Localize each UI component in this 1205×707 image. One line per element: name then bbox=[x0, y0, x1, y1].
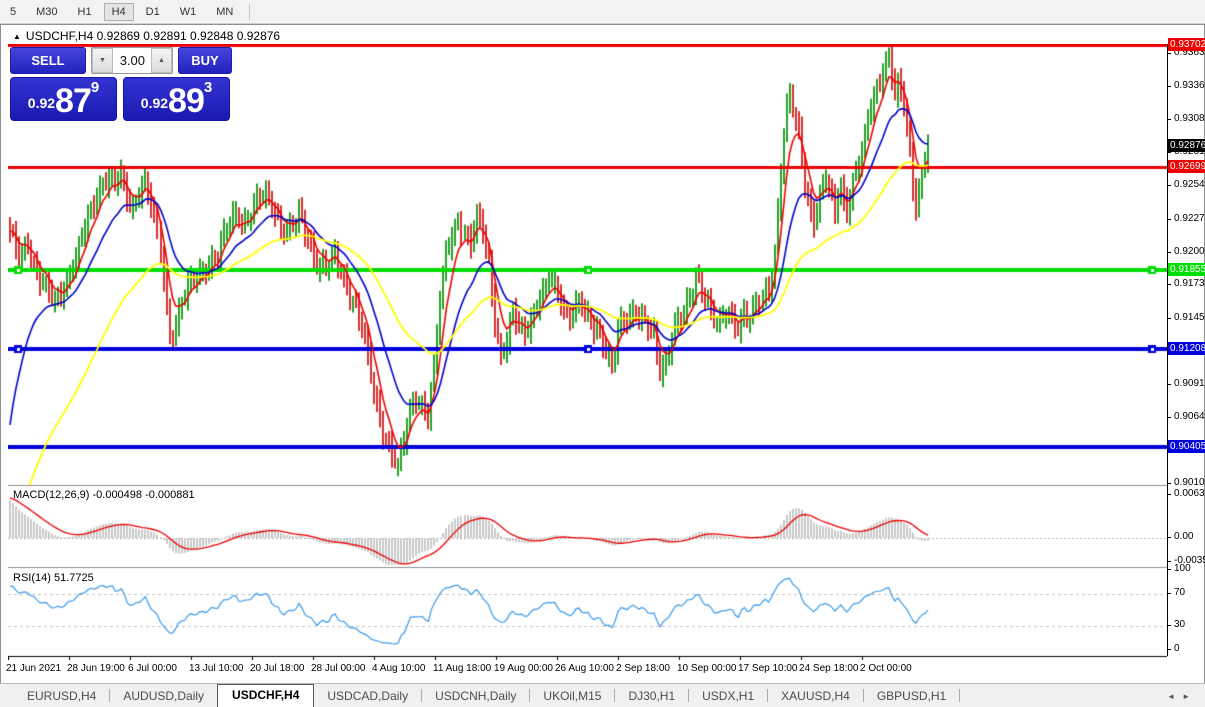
symbol-tab-audusd[interactable]: AUDUSD,Daily bbox=[123, 689, 205, 703]
decrease-lot-button[interactable]: ▼ bbox=[92, 48, 113, 73]
tab-separator bbox=[529, 689, 531, 702]
rsi-value: 51.7725 bbox=[53, 572, 94, 584]
tab-scroll-arrows: ◄► bbox=[1167, 692, 1197, 701]
symbol-tab-bar: EURUSD,H4 AUDUSD,Daily USDCHF,H4 USDCAD,Dai… bbox=[0, 683, 1205, 707]
timeframe-button-h1[interactable]: H1 bbox=[77, 5, 92, 18]
symbol-tab-eurusd[interactable]: EURUSD,H4 bbox=[27, 689, 97, 703]
timeframe-button-mn[interactable]: MN bbox=[216, 5, 234, 18]
lot-size-input[interactable]: 3.00 bbox=[113, 48, 151, 73]
lot-size-stepper: ▼ 3.00 ▲ bbox=[91, 47, 173, 74]
macd-values: -0.000498 -0.000881 bbox=[92, 489, 195, 501]
tab-separator bbox=[767, 689, 769, 702]
timeframe-toolbar: 5 M30 H1 H4 D1 W1 MN bbox=[0, 0, 1205, 24]
symbol-tab-usdcad[interactable]: USDCAD,Daily bbox=[327, 689, 409, 703]
tab-separator bbox=[688, 689, 690, 702]
timeframe-button-d1[interactable]: D1 bbox=[145, 5, 160, 18]
one-click-trading-panel: SELL ▼ 3.00 ▲ BUY 0.92 87 9 0.92 89 3 bbox=[10, 47, 232, 121]
symbol-tab-xauusd[interactable]: XAUUSD,H4 bbox=[781, 689, 850, 703]
timeframe-button-h4[interactable]: H4 bbox=[103, 2, 134, 21]
tab-separator bbox=[109, 689, 111, 702]
chart-title: USDCHF,H4 0.92869 0.92891 0.92848 0.9287… bbox=[25, 29, 281, 43]
collapse-panel-icon[interactable]: ▲ bbox=[13, 32, 21, 41]
buy-button[interactable]: BUY bbox=[178, 47, 232, 74]
tab-separator bbox=[614, 689, 616, 702]
sell-button[interactable]: SELL bbox=[10, 47, 86, 74]
sell-price-display[interactable]: 0.92 87 9 bbox=[10, 77, 117, 121]
symbol-tab-usdx[interactable]: USDX,H1 bbox=[702, 689, 755, 703]
buy-price-pip: 3 bbox=[203, 79, 213, 96]
tab-separator bbox=[959, 689, 961, 702]
macd-indicator-label: MACD(12,26,9) -0.000498 -0.000881 bbox=[13, 489, 195, 501]
symbol-tab-dj30[interactable]: DJ30,H1 bbox=[628, 689, 676, 703]
sell-price-pip: 9 bbox=[90, 79, 100, 96]
symbol-tab-usdchf[interactable]: USDCHF,H4 bbox=[217, 684, 315, 707]
buy-price-big: 89 bbox=[168, 82, 205, 120]
tab-separator bbox=[862, 689, 864, 702]
rsi-indicator-label: RSI(14) 51.7725 bbox=[13, 572, 94, 584]
sell-price-prefix: 0.92 bbox=[27, 95, 56, 111]
timeframe-button-m30[interactable]: M30 bbox=[36, 5, 58, 18]
tab-separator bbox=[421, 689, 423, 702]
timeframe-button-5[interactable]: 5 bbox=[10, 5, 17, 18]
tab-scroll-left-icon[interactable]: ◄ bbox=[1167, 692, 1183, 701]
buy-price-display[interactable]: 0.92 89 3 bbox=[123, 77, 230, 121]
chart-info-line: ▲ USDCHF,H4 0.92869 0.92891 0.92848 0.928… bbox=[13, 29, 280, 43]
rsi-name: RSI(14) bbox=[13, 572, 51, 584]
price-chart-canvas[interactable] bbox=[8, 44, 1167, 660]
symbol-tab-usdcnh[interactable]: USDCNH,Daily bbox=[435, 689, 517, 703]
tab-scroll-right-icon[interactable]: ► bbox=[1182, 692, 1197, 701]
toolbar-separator bbox=[249, 3, 251, 20]
buy-price-prefix: 0.92 bbox=[140, 95, 169, 111]
price-axis-border bbox=[1167, 44, 1168, 656]
increase-lot-button[interactable]: ▲ bbox=[151, 48, 172, 73]
symbol-tab-gbpusd[interactable]: GBPUSD,H1 bbox=[876, 689, 947, 703]
macd-name: MACD(12,26,9) bbox=[13, 489, 90, 501]
symbol-tab-ukoil[interactable]: UKOil,M15 bbox=[543, 689, 602, 703]
sell-price-big: 87 bbox=[55, 82, 92, 120]
timeframe-button-w1[interactable]: W1 bbox=[179, 5, 197, 18]
